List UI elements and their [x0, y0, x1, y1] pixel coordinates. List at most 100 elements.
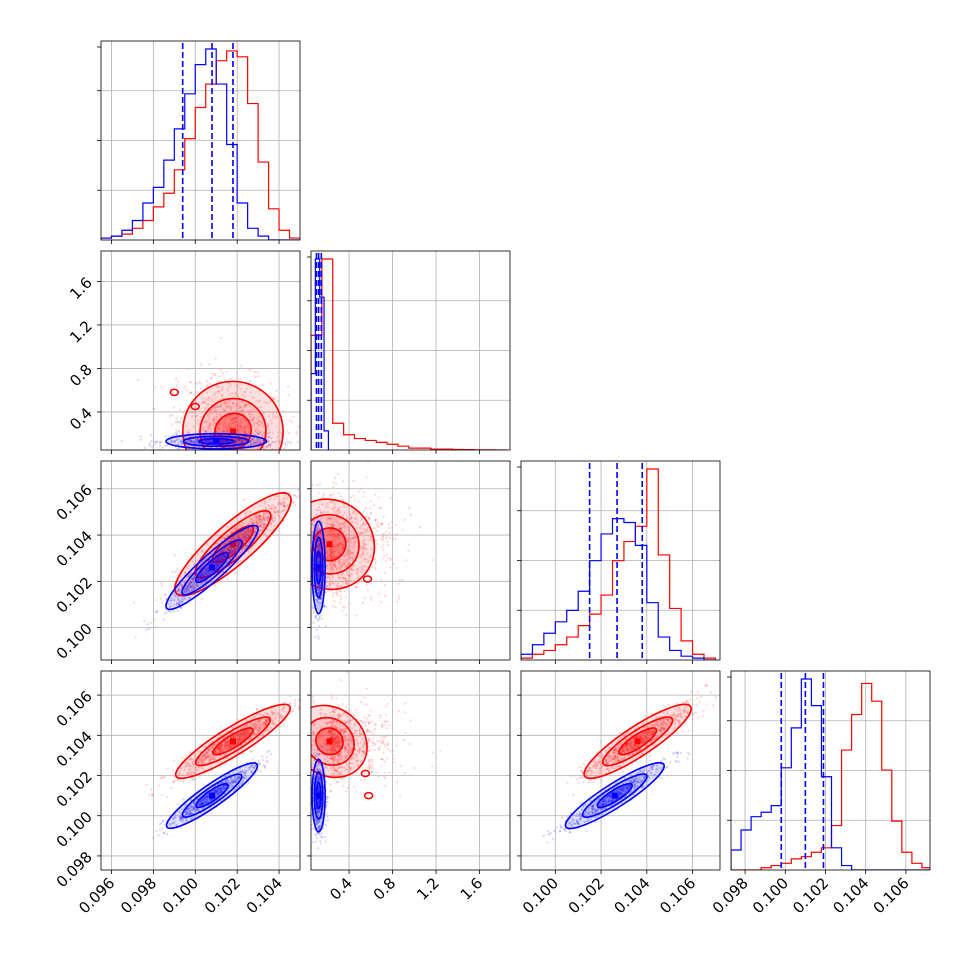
sample-point: [195, 382, 198, 385]
sample-point: [318, 584, 321, 588]
sample-point: [272, 490, 274, 492]
sample-point: [330, 531, 333, 534]
sample-point: [259, 405, 263, 409]
sample-point: [227, 549, 230, 552]
sample-point: [332, 524, 335, 527]
sample-point: [356, 523, 359, 526]
sample-point: [233, 546, 236, 550]
sample-point: [199, 363, 203, 366]
sample-point: [216, 557, 220, 560]
sample-point: [192, 440, 196, 444]
sample-point: [262, 522, 265, 525]
sample-point: [315, 604, 318, 607]
sample-point: [208, 571, 212, 575]
sample-point: [293, 493, 296, 496]
sample-point: [240, 440, 243, 443]
sample-point: [342, 577, 346, 580]
sample-point: [227, 549, 230, 552]
sample-point: [186, 467, 188, 469]
sample-point: [253, 440, 256, 443]
sample-point: [190, 571, 193, 574]
sample-point: [343, 562, 346, 565]
sample-point: [207, 403, 210, 406]
sample-point: [255, 461, 257, 463]
sample-point: [242, 403, 245, 406]
sample-point: [254, 479, 256, 481]
sample-point: [249, 369, 252, 372]
sample-point: [234, 441, 238, 444]
sample-point: [238, 438, 241, 441]
sample-point: [216, 385, 219, 388]
sample-point: [180, 442, 183, 446]
sample-point: [288, 516, 290, 518]
sample-point: [244, 402, 247, 405]
sample-point: [265, 445, 269, 448]
sample-point: [191, 577, 194, 581]
sample-point: [178, 447, 181, 450]
sample-point: [273, 511, 277, 514]
sample-point: [335, 544, 339, 547]
sample-point: [160, 584, 163, 587]
sample-point: [241, 467, 243, 469]
sample-point: [328, 548, 332, 552]
sample-point: [261, 555, 263, 557]
sample-point: [176, 420, 179, 423]
sample-point: [329, 493, 333, 496]
sample-point: [321, 510, 325, 514]
sample-point: [221, 441, 224, 444]
sample-point: [339, 560, 343, 563]
sample-point: [237, 426, 240, 429]
sample-point: [333, 560, 336, 563]
sample-point: [222, 424, 225, 427]
sample-point: [243, 430, 246, 433]
sample-point: [341, 523, 344, 526]
sample-point: [392, 562, 395, 565]
sample-point: [226, 466, 228, 468]
sample-point: [328, 576, 331, 580]
sample-point: [288, 491, 291, 494]
sample-point: [216, 562, 219, 566]
sample-point: [294, 469, 296, 471]
sample-point: [342, 499, 345, 502]
sample-point: [356, 568, 359, 571]
sample-point: [199, 578, 203, 581]
sample-point: [326, 576, 329, 579]
sample-point: [256, 441, 259, 444]
sample-point: [146, 623, 149, 626]
sample-point: [329, 557, 332, 561]
sample-point: [172, 610, 175, 613]
sample-point: [330, 507, 334, 511]
sample-point: [238, 535, 241, 539]
sample-point: [223, 542, 226, 545]
sample-point: [271, 440, 274, 444]
sample-point: [220, 394, 223, 398]
sample-point: [247, 528, 250, 531]
sample-point: [312, 611, 315, 614]
sample-point: [350, 569, 353, 572]
sample-point: [216, 405, 219, 408]
sample-point: [205, 568, 208, 571]
sample-point: [345, 564, 348, 567]
sample-point: [361, 569, 365, 572]
sample-point: [354, 536, 358, 539]
sample-point: [343, 503, 346, 506]
sample-point: [251, 522, 254, 525]
sample-point: [389, 497, 392, 500]
sample-point: [352, 537, 355, 540]
sample-point: [250, 547, 253, 550]
sample-point: [189, 581, 193, 585]
sample-point: [169, 438, 172, 441]
sample-point: [234, 439, 237, 442]
sample-point: [161, 446, 164, 449]
sample-point: [245, 528, 248, 531]
sample-point: [239, 524, 242, 527]
sample-point: [185, 587, 188, 590]
sample-point: [210, 408, 213, 411]
sample-point: [237, 441, 240, 444]
sample-point: [323, 511, 326, 514]
sample-point: [232, 550, 235, 553]
sample-point: [331, 575, 334, 578]
sample-point: [318, 560, 321, 563]
sample-point: [273, 517, 276, 520]
sample-point: [273, 516, 276, 519]
